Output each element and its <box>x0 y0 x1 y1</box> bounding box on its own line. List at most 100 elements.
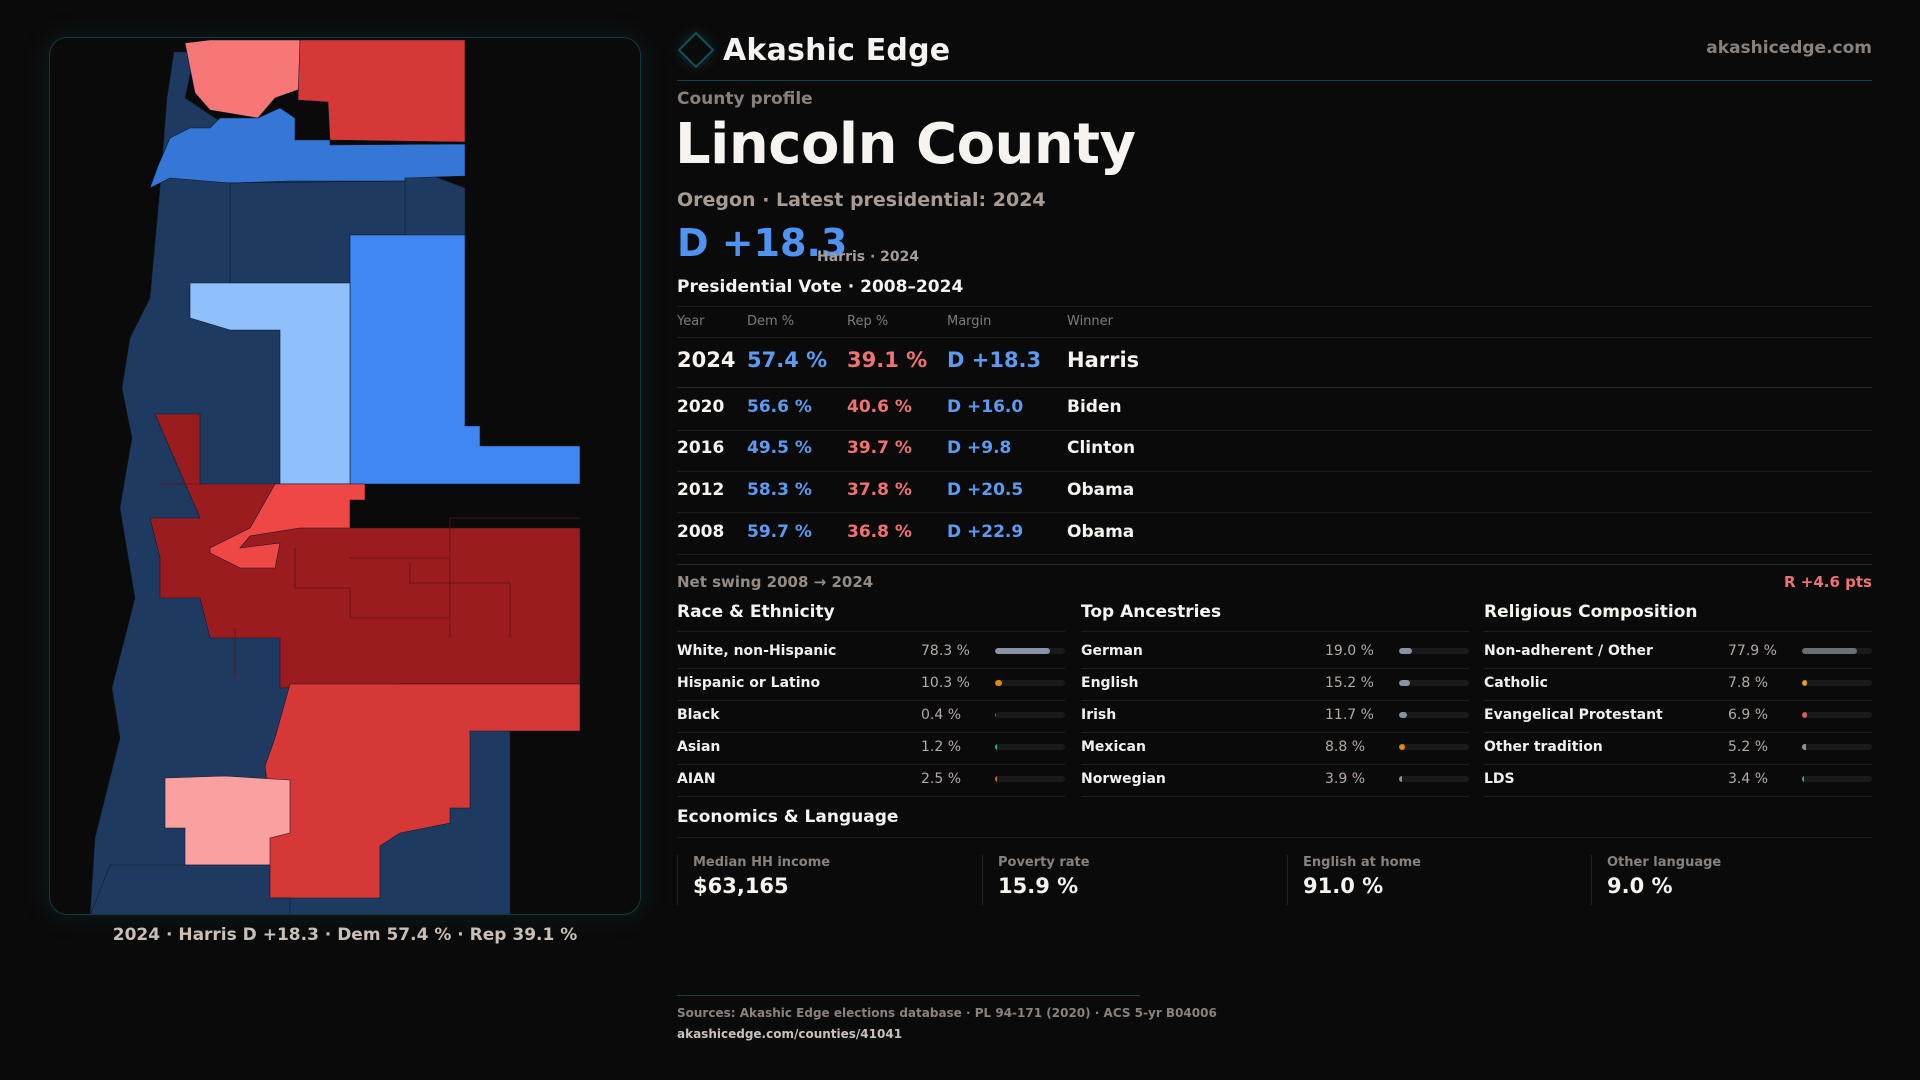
row-divider <box>1081 732 1469 733</box>
row-divider <box>677 387 1872 388</box>
row-margin: D +16.0 <box>947 397 1024 417</box>
share-bar-fill <box>1802 776 1805 782</box>
brand-name: Akashic Edge <box>723 32 951 68</box>
row-divider <box>677 796 1065 797</box>
demographic-label: Irish <box>1081 707 1117 723</box>
row-margin: D +9.8 <box>947 438 1012 458</box>
precinct-north-2[interactable] <box>297 39 466 143</box>
row-divider <box>677 430 1872 431</box>
demographic-value: 19.0 % <box>1325 643 1374 659</box>
precinct-boundary <box>294 548 351 618</box>
row-divider <box>677 471 1872 472</box>
row-winner: Obama <box>1067 522 1135 542</box>
demographic-row[interactable]: English 15.2 % <box>1081 668 1469 700</box>
row-year: 2020 <box>677 397 725 417</box>
precinct-north-1[interactable] <box>184 39 304 119</box>
stat-other-language: Other language 9.0 % <box>1591 855 1721 905</box>
section-divider <box>1484 631 1872 632</box>
demographic-row[interactable]: AIAN 2.5 % <box>677 764 1065 796</box>
share-bar-track <box>1802 776 1872 782</box>
headline-margin: D +18.3 <box>677 221 848 265</box>
share-bar-track <box>1802 680 1872 686</box>
share-bar-fill <box>1802 744 1806 750</box>
demographic-label: AIAN <box>677 771 716 787</box>
demographic-row[interactable]: LDS 3.4 % <box>1484 764 1872 796</box>
col-header-margin: Margin <box>947 314 992 329</box>
row-divider <box>677 668 1065 669</box>
demographic-row[interactable]: Catholic 7.8 % <box>1484 668 1872 700</box>
demographic-row[interactable]: Norwegian 3.9 % <box>1081 764 1469 796</box>
share-bar-fill <box>1399 648 1413 654</box>
swing-divider <box>677 564 1872 565</box>
stat-poverty-rate: Poverty rate 15.9 % <box>982 855 1090 905</box>
share-bar-fill <box>1399 712 1408 718</box>
row-margin: D +20.5 <box>947 480 1024 500</box>
table-header-divider <box>677 337 1872 338</box>
stat-value: 15.9 % <box>998 874 1079 898</box>
col-header-rep: Rep % <box>847 314 889 329</box>
row-divider <box>1081 764 1469 765</box>
economics-title: Economics & Language <box>677 807 899 827</box>
demographic-row[interactable]: Mexican 8.8 % <box>1081 732 1469 764</box>
demographic-row[interactable]: Non-adherent / Other 77.9 % <box>1484 636 1872 668</box>
share-bar-track <box>1802 648 1872 654</box>
precinct-map[interactable] <box>49 37 641 915</box>
row-year: 2024 <box>677 348 736 372</box>
stat-median-income: Median HH income $63,165 <box>677 855 830 905</box>
row-divider <box>1484 796 1872 797</box>
economics-divider <box>677 837 1872 838</box>
precinct-south-coast[interactable] <box>90 864 291 915</box>
precinct-north-3[interactable] <box>149 107 466 189</box>
brand[interactable]: Akashic Edge <box>677 30 950 70</box>
section-title: Top Ancestries <box>1081 602 1222 622</box>
share-bar-fill <box>995 680 1003 686</box>
demographic-row[interactable]: Asian 1.2 % <box>677 732 1065 764</box>
demographic-label: English <box>1081 675 1139 691</box>
demographic-row[interactable]: Other tradition 5.2 % <box>1484 732 1872 764</box>
precinct-map-svg[interactable] <box>50 38 641 915</box>
row-divider <box>1081 668 1469 669</box>
share-bar-fill <box>1399 776 1402 782</box>
row-year: 2012 <box>677 480 725 500</box>
row-divider <box>1081 700 1469 701</box>
row-dem: 49.5 % <box>747 438 812 458</box>
demographic-label: Asian <box>677 739 721 755</box>
row-rep: 37.8 % <box>847 480 912 500</box>
share-bar-track <box>995 680 1065 686</box>
demographic-label: Hispanic or Latino <box>677 675 821 691</box>
demographic-value: 8.8 % <box>1325 739 1366 755</box>
demographic-row[interactable]: German 19.0 % <box>1081 636 1469 668</box>
demographic-row[interactable]: Black 0.4 % <box>677 700 1065 732</box>
precinct-center-light[interactable] <box>189 282 351 485</box>
row-divider <box>1484 668 1872 669</box>
share-bar-track <box>1399 648 1469 654</box>
demographic-row[interactable]: White, non-Hispanic 78.3 % <box>677 636 1065 668</box>
share-bar-track <box>1399 744 1469 750</box>
demographic-label: Norwegian <box>1081 771 1166 787</box>
demographic-label: LDS <box>1484 771 1515 787</box>
headline-sub: Harris · 2024 <box>817 249 920 265</box>
section-divider <box>1081 631 1469 632</box>
demographic-row[interactable]: Hispanic or Latino 10.3 % <box>677 668 1065 700</box>
share-bar-track <box>995 776 1065 782</box>
row-divider <box>1484 732 1872 733</box>
demographic-value: 78.3 % <box>921 643 970 659</box>
precinct-town[interactable] <box>209 483 366 569</box>
stat-value: $63,165 <box>693 874 789 898</box>
header-divider <box>677 80 1872 81</box>
col-header-year: Year <box>677 314 705 329</box>
precinct-east-blue[interactable] <box>349 234 581 485</box>
row-rep: 40.6 % <box>847 397 912 417</box>
section-title: Race & Ethnicity <box>677 602 835 622</box>
section-divider <box>677 631 1065 632</box>
site-link[interactable]: akashicedge.com <box>1706 38 1872 58</box>
demographic-value: 0.4 % <box>921 707 962 723</box>
row-rep: 39.7 % <box>847 438 912 458</box>
precinct-south-pink[interactable] <box>164 775 291 866</box>
demographic-value: 3.4 % <box>1728 771 1769 787</box>
demographic-value: 2.5 % <box>921 771 962 787</box>
county-url-link[interactable]: akashicedge.com/counties/41041 <box>677 1027 903 1041</box>
share-bar-fill <box>1399 680 1410 686</box>
demographic-row[interactable]: Evangelical Protestant 6.9 % <box>1484 700 1872 732</box>
demographic-row[interactable]: Irish 11.7 % <box>1081 700 1469 732</box>
